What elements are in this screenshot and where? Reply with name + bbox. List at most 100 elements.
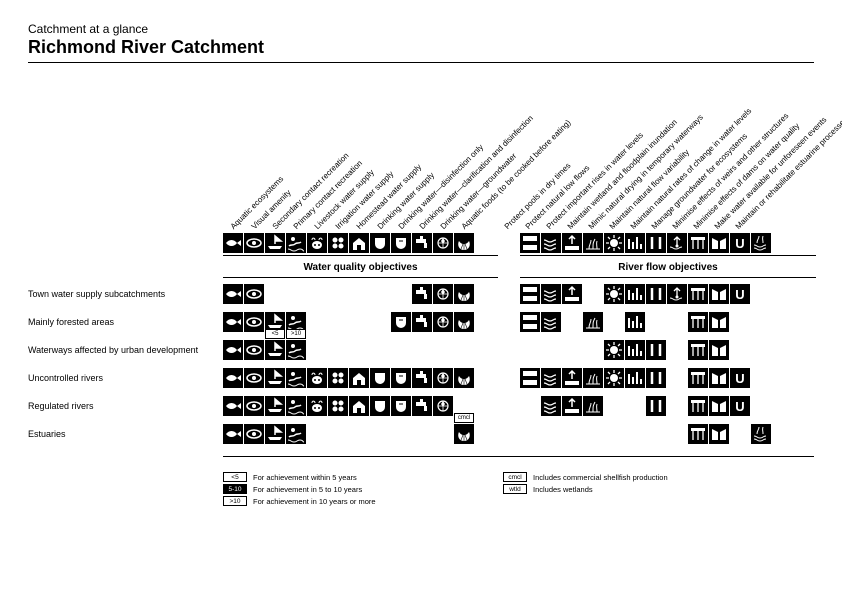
matrix-cell [625, 284, 645, 304]
matrix-cell [625, 312, 645, 332]
matrix-cell [709, 396, 729, 416]
matrix-cell [412, 396, 432, 416]
table-row: Regulated rivers [28, 392, 814, 420]
section-rule-top [28, 253, 814, 258]
matrix-cell [688, 312, 708, 332]
matrix-cell: >10 [286, 340, 306, 360]
matrix-cell [265, 368, 285, 388]
matrix-cell [349, 233, 369, 253]
matrix-cell [223, 340, 243, 360]
matrix-cell [604, 233, 624, 253]
matrix-cell [454, 312, 474, 332]
row-label: Waterways affected by urban development [28, 345, 223, 355]
matrix-cell [583, 396, 603, 416]
header-icon-row [28, 233, 814, 253]
row-label: Uncontrolled rivers [28, 373, 223, 383]
matrix-cell [244, 312, 264, 332]
diagonal-column-labels: Aquatic ecosystemsVisual amenitySecondar… [223, 63, 814, 233]
page-title: Richmond River Catchment [28, 37, 814, 58]
matrix-cell [349, 396, 369, 416]
matrix-cell [541, 284, 561, 304]
row-label: Town water supply subcatchments [28, 289, 223, 299]
matrix-cell [625, 368, 645, 388]
section-rule-bottom [28, 275, 814, 280]
matrix-cell [709, 340, 729, 360]
matrix-cell [391, 312, 411, 332]
matrix-cell [412, 368, 432, 388]
legend-item: wtldIncludes wetlands [503, 483, 763, 495]
matrix-cell [583, 233, 603, 253]
matrix-cell [520, 312, 540, 332]
matrix-cell [688, 368, 708, 388]
matrix-cell [583, 368, 603, 388]
matrix-cell [412, 312, 432, 332]
matrix-grid: Town water supply subcatchments Mainly fo… [28, 280, 814, 448]
matrix-cell [433, 396, 453, 416]
matrix-cell [223, 424, 243, 444]
matrix-cell [307, 233, 327, 253]
matrix-cell [667, 233, 687, 253]
matrix-cell [562, 233, 582, 253]
matrix-cell [454, 284, 474, 304]
row-label: Estuaries [28, 429, 223, 439]
table-row: Mainly forested areas [28, 308, 814, 336]
matrix-cell [370, 396, 390, 416]
matrix-cell [265, 233, 285, 253]
matrix-cell [562, 284, 582, 304]
matrix-cell [223, 396, 243, 416]
matrix-cell [370, 233, 390, 253]
matrix-cell [709, 368, 729, 388]
matrix-cell [265, 396, 285, 416]
matrix-cell [709, 233, 729, 253]
matrix-cell [583, 312, 603, 332]
matrix-cell [433, 312, 453, 332]
matrix-cell [433, 233, 453, 253]
matrix-cell [328, 233, 348, 253]
matrix-cell [520, 233, 540, 253]
section-header-wqo: Water quality objectives [223, 262, 498, 273]
matrix-cell [646, 284, 666, 304]
matrix-cell [244, 233, 264, 253]
legend-item: >10For achievement in 10 years or more [223, 495, 463, 507]
matrix-cell [709, 424, 729, 444]
matrix-cell [223, 312, 243, 332]
legend: <5For achievement within 5 years5-10For … [28, 471, 814, 507]
matrix-cell [562, 368, 582, 388]
table-row: Estuaries cmcl [28, 420, 814, 448]
matrix-cell [730, 368, 750, 388]
matrix-cell [391, 396, 411, 416]
matrix-cell [244, 340, 264, 360]
matrix-cell: cmcl [454, 424, 474, 444]
matrix-cell [349, 368, 369, 388]
matrix-cell [667, 284, 687, 304]
matrix-cell [646, 233, 666, 253]
matrix-cell [244, 396, 264, 416]
row-label: Regulated rivers [28, 401, 223, 411]
matrix-cell [307, 368, 327, 388]
matrix-cell [244, 424, 264, 444]
matrix-cell [688, 340, 708, 360]
matrix-cell [541, 396, 561, 416]
matrix-cell [244, 284, 264, 304]
bottom-rule [28, 454, 814, 459]
matrix-cell [244, 368, 264, 388]
matrix-cell [286, 396, 306, 416]
matrix-cell [223, 284, 243, 304]
matrix-cell [307, 396, 327, 416]
matrix-cell [454, 233, 474, 253]
matrix-cell [223, 233, 243, 253]
matrix-cell [391, 368, 411, 388]
matrix-cell [604, 284, 624, 304]
matrix-cell [391, 233, 411, 253]
matrix-cell [286, 233, 306, 253]
table-row: Waterways affected by urban development<… [28, 336, 814, 364]
matrix-cell [520, 284, 540, 304]
matrix-cell [541, 312, 561, 332]
matrix-cell [328, 368, 348, 388]
matrix-cell [646, 396, 666, 416]
matrix-cell [412, 233, 432, 253]
matrix-cell [604, 368, 624, 388]
matrix-cell [751, 424, 771, 444]
matrix-cell [454, 368, 474, 388]
matrix-cell [370, 368, 390, 388]
